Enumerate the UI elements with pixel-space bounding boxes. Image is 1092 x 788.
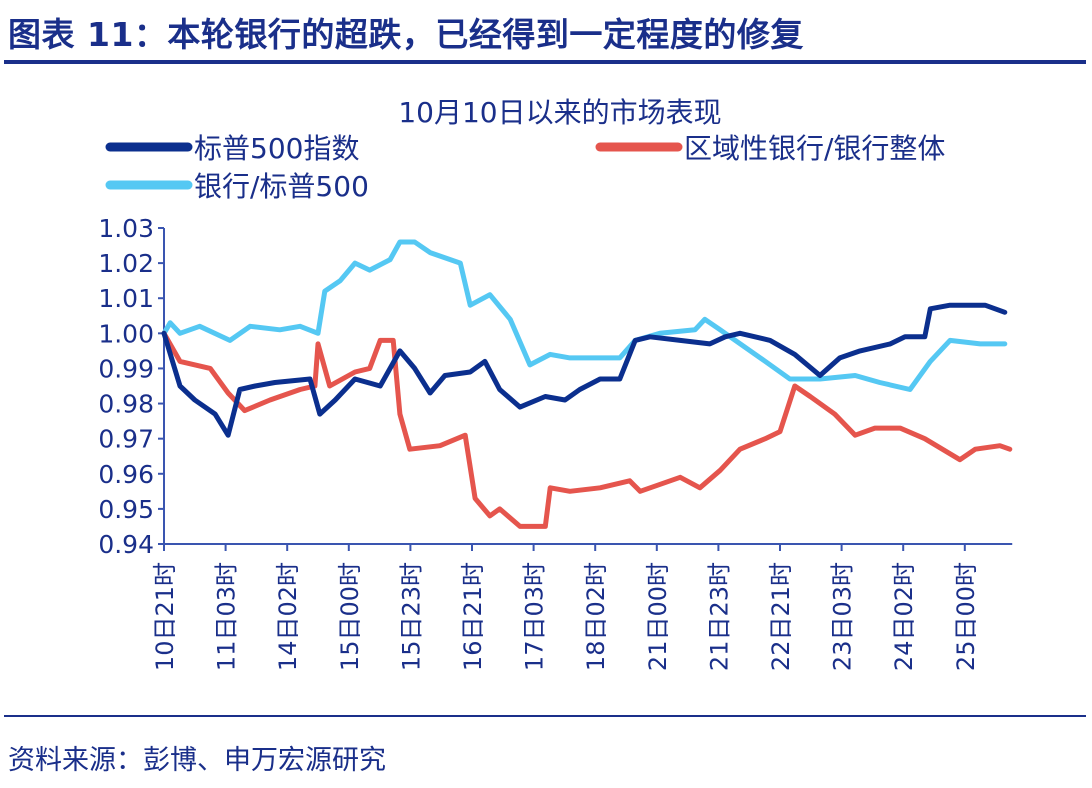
header-divider	[4, 60, 1086, 64]
line-chart: 10月10日以来的市场表现 标普500指数 区域性银行/银行整体银行/标普500 …	[98, 96, 1013, 671]
x-tick-label: 21日00时	[644, 562, 672, 671]
x-tick-label: 21日23时	[705, 562, 733, 671]
x-tick-label: 23日03时	[829, 562, 857, 671]
y-tick-label: 0.98	[98, 390, 154, 419]
series-line-3	[161, 239, 1008, 392]
x-tick-label: 25日00时	[952, 562, 980, 671]
y-tick-label: 0.96	[98, 460, 154, 489]
y-tick-label: 1.03	[98, 214, 154, 243]
x-tick-label: 14日02时	[274, 562, 302, 671]
legend-label-3: 银行/标普500	[194, 170, 369, 203]
y-tick-label: 1.00	[98, 319, 154, 348]
x-tick-label: 18日02时	[582, 562, 610, 671]
figure-header: 图表 11：本轮银行的超跌，已经得到一定程度的修复	[8, 15, 804, 54]
x-tick-label: 11日03时	[213, 562, 241, 671]
y-tick-label: 0.97	[98, 425, 154, 454]
y-tick-label: 0.99	[98, 354, 154, 383]
series-line-2	[161, 330, 1013, 529]
x-tick-label: 15日23时	[397, 562, 425, 671]
y-tick-label: 1.02	[98, 249, 154, 278]
legend-label-1: 标普500指数	[194, 132, 359, 165]
chart-title: 10月10日以来的市场表现	[398, 96, 721, 129]
y-tick-label: 0.94	[98, 530, 154, 559]
x-tick-label: 22日21时	[767, 562, 795, 671]
x-tick-label: 17日03时	[521, 562, 549, 671]
series-lines	[161, 239, 1013, 529]
legend-label-2: 区域性银行/银行整体	[684, 132, 945, 165]
axes: 1.03 1.02 1.01 1.00 0.99 0.98 0.97 0.96 0.95 0.94…	[98, 214, 1013, 671]
footer-divider	[4, 715, 1086, 717]
x-tick-label: 15日00时	[336, 562, 364, 671]
x-tick-label: 16日21时	[459, 562, 487, 671]
y-tick-label: 1.01	[98, 284, 154, 313]
x-tick-label: 10日21时	[151, 562, 179, 671]
series-line-1	[161, 302, 1008, 438]
y-tick-label: 0.95	[98, 495, 154, 524]
x-tick-label: 24日02时	[890, 562, 918, 671]
source-note: 资料来源：彭博、申万宏源研究	[8, 745, 386, 776]
